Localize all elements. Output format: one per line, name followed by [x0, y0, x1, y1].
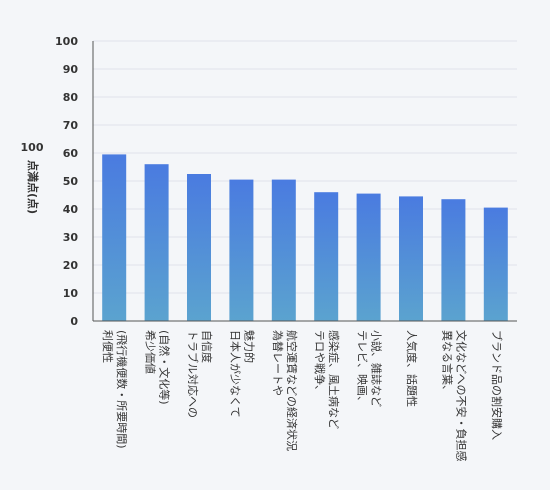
x-tick-label: 異なる言葉、 [440, 330, 454, 396]
x-tick-label: 自信度 [200, 330, 214, 363]
y-tick-label: 90 [63, 63, 79, 76]
y-tick-label: 20 [63, 259, 79, 272]
x-tick-label: 感染症、風土病など [327, 330, 341, 429]
x-tick-label: (飛行機便数・所要時間) [115, 330, 129, 449]
y-axis-label: 100 [21, 141, 44, 154]
bar [102, 154, 127, 321]
x-tick-label: 航空運賃などの経済状況 [285, 330, 299, 451]
bar [356, 193, 381, 321]
x-tick-label: (自然・文化等) [158, 330, 172, 405]
x-tick-label: 利便性 [101, 330, 115, 363]
x-tick-label: トラブル対応への [186, 330, 200, 418]
y-tick-label: 100 [55, 35, 78, 48]
bar [187, 174, 211, 321]
y-tick-label: 0 [70, 315, 78, 328]
x-tick-label: 希少価値 [144, 330, 158, 374]
bar [314, 192, 339, 321]
y-tick-label: 80 [63, 91, 79, 104]
x-tick-label: 小説、雑誌など [370, 330, 384, 407]
y-tick-label: 50 [63, 175, 79, 188]
x-tick-label: 為替レートや [271, 330, 285, 396]
bar [399, 196, 423, 321]
y-tick-label: 60 [63, 147, 79, 160]
x-tick-label: 人気度、話題性 [405, 330, 419, 407]
bar [144, 164, 169, 321]
x-tick-label: テレビ、映画、 [356, 330, 369, 407]
y-tick-label: 40 [63, 203, 79, 216]
x-tick-label: ブランド品の割安購入 [490, 330, 504, 440]
y-tick-label: 70 [63, 119, 79, 132]
y-tick-label: 30 [63, 231, 79, 244]
x-tick-label: テロや戦争、 [313, 330, 327, 396]
bar [441, 199, 466, 321]
y-tick-label: 10 [63, 287, 79, 300]
x-tick-label: 日本人が少なくて [228, 330, 242, 418]
bar [483, 207, 508, 321]
x-tick-label: 文化などへの不安・負担感 [454, 330, 468, 461]
y-axis-label: 点満点(点) [26, 160, 40, 214]
bar [271, 179, 296, 321]
bar [229, 179, 254, 321]
x-tick-label: 魅力的 [242, 330, 256, 363]
